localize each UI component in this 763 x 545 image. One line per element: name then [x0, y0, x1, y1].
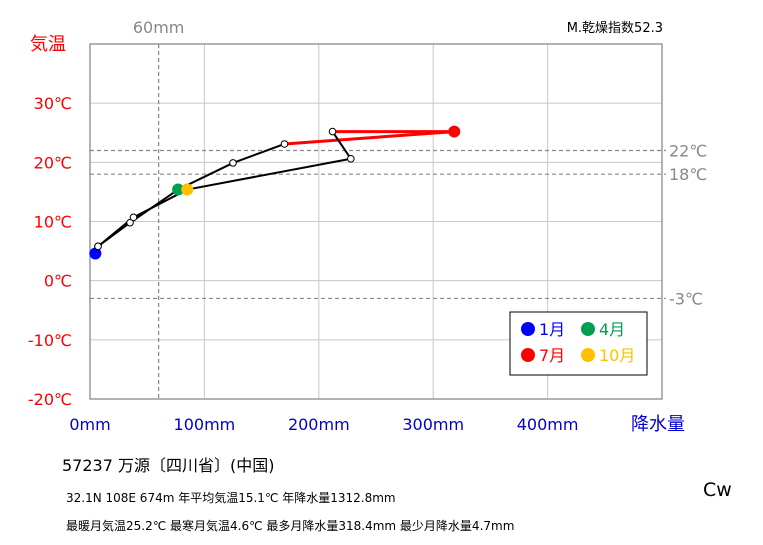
data-point [347, 154, 355, 163]
legend-label: 1月 [539, 320, 565, 339]
station-name: 57237 万源〔四川省〕(中国) [62, 456, 275, 475]
data-point [328, 127, 337, 136]
legend-label: 4月 [599, 320, 625, 339]
legend-swatch [521, 348, 535, 362]
y-tick-label: -10℃ [28, 331, 72, 350]
series-segment [331, 130, 352, 160]
legend-swatch [521, 322, 535, 336]
series-segment [186, 157, 352, 191]
data-point [229, 159, 237, 167]
data-point-highlight [448, 125, 461, 138]
x-tick-label: 200mm [288, 415, 350, 434]
x-tick-label: 100mm [174, 415, 236, 434]
legend-label: 10月 [599, 346, 635, 365]
chart-title: M.乾燥指数52.3 [567, 21, 663, 36]
reference-label-y: 18℃ [669, 165, 707, 184]
climate-class: Cw [703, 479, 732, 501]
x-axis-title: 降水量 [631, 414, 685, 435]
x-tick-label: 400mm [517, 415, 579, 434]
x-tick-label: 300mm [402, 415, 464, 434]
data-point [126, 218, 134, 227]
y-tick-label: 20℃ [34, 153, 72, 172]
data-point [94, 242, 102, 251]
y-tick-label: -20℃ [28, 390, 72, 409]
data-point-highlight [181, 183, 194, 196]
plot-frame [89, 43, 663, 400]
reference-label-y: -3℃ [669, 289, 703, 308]
series-segment [232, 142, 286, 164]
data-point [280, 140, 289, 148]
y-tick-label: 10℃ [34, 213, 72, 232]
x-tick-label: 0mm [69, 415, 110, 434]
series-segment [282, 130, 456, 146]
station-stats-line2: 最暖月気温25.2℃ 最寒月気温4.6℃ 最多月降水量318.4mm 最少月降水… [66, 519, 515, 533]
reference-label-x: 60mm [133, 18, 185, 37]
y-tick-label: 0℃ [44, 272, 72, 291]
legend-label: 7月 [539, 346, 565, 365]
legend-swatch [581, 348, 595, 362]
legend-swatch [581, 322, 595, 336]
y-axis-title: 気温 [30, 34, 66, 55]
data-point [129, 213, 138, 222]
legend-box [509, 311, 648, 376]
station-stats-line1: 32.1N 108E 674m 年平均気温15.1℃ 年降水量1312.8mm [66, 491, 396, 505]
reference-label-y: 22℃ [669, 142, 707, 161]
y-tick-label: 30℃ [34, 94, 72, 113]
